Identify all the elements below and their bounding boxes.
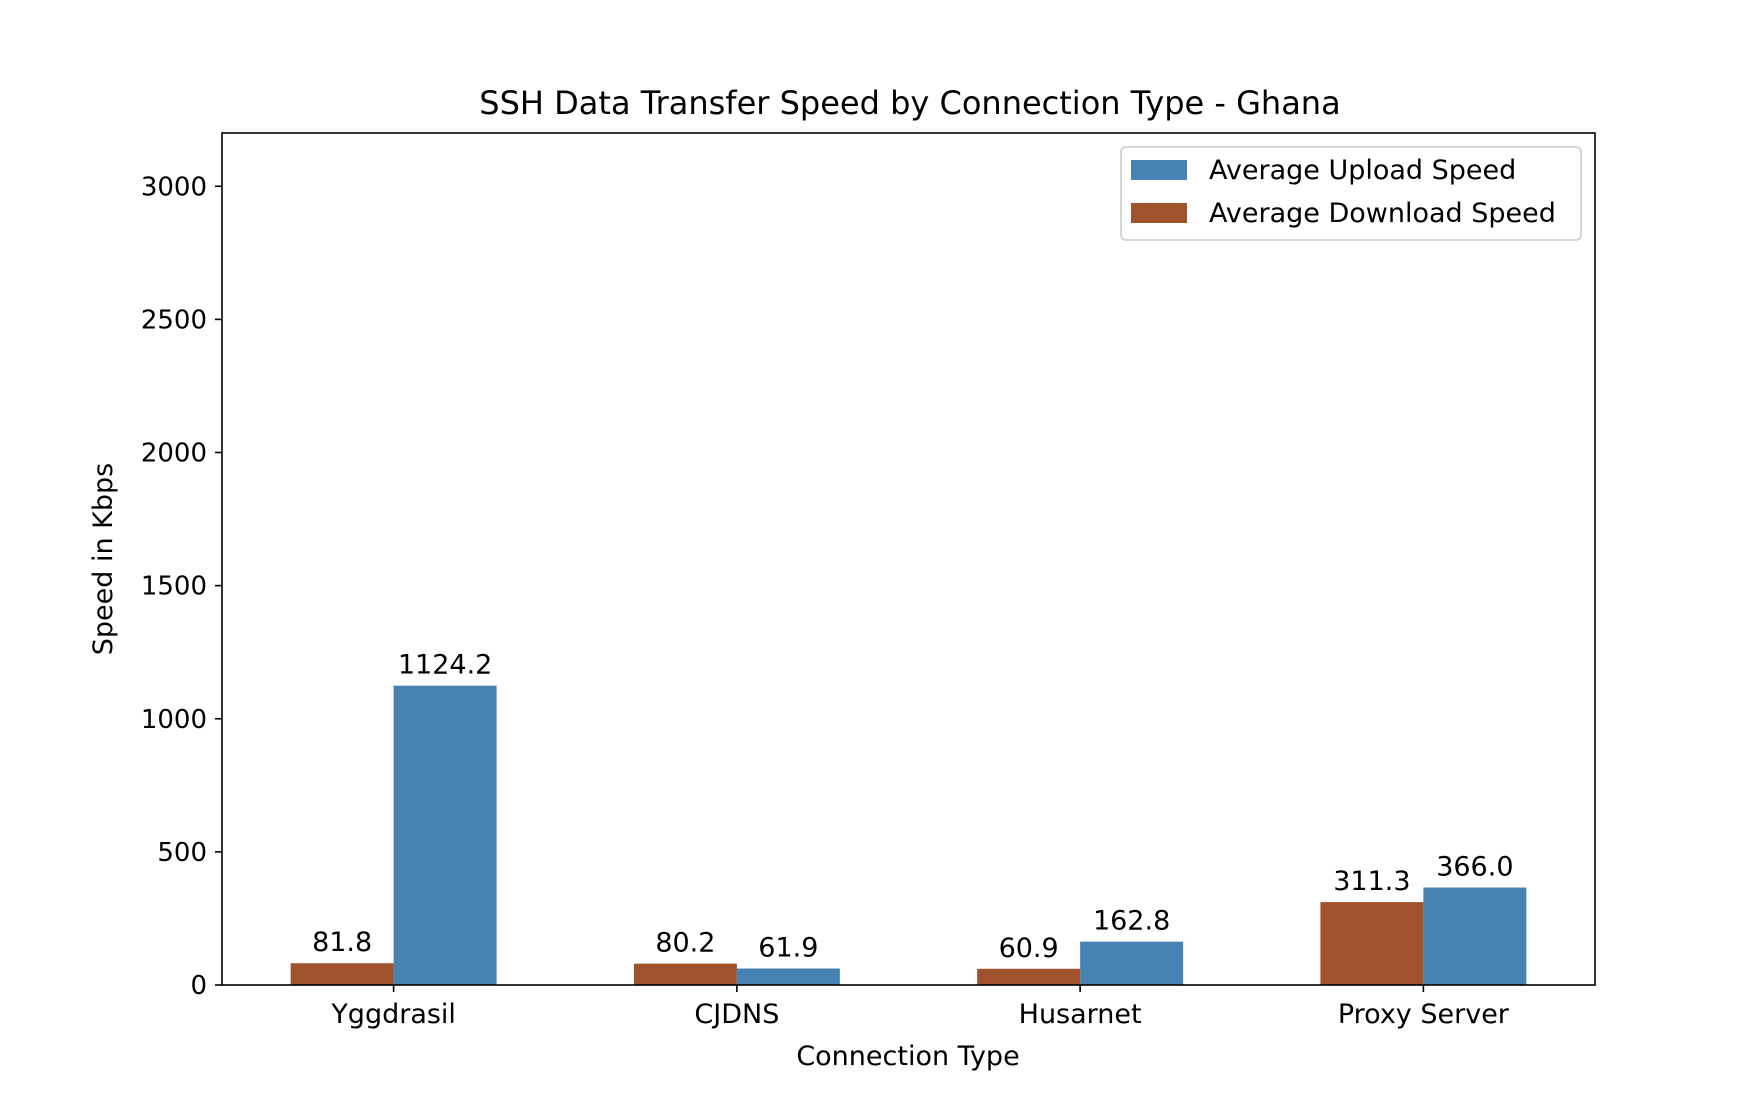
- y-axis-label: Speed in Kbps: [88, 463, 119, 655]
- x-tick-label: CJDNS: [694, 999, 779, 1030]
- data-label: 162.8: [1093, 906, 1170, 937]
- x-axis-label: Connection Type: [796, 1041, 1019, 1072]
- data-label: 60.9: [999, 933, 1059, 964]
- data-label: 61.9: [758, 933, 818, 964]
- bar-upload-0: [393, 685, 497, 985]
- data-label: 366.0: [1436, 852, 1513, 883]
- data-label: 81.8: [312, 927, 372, 958]
- y-tick-label: 2500: [141, 305, 207, 335]
- plot-area-frame: [221, 132, 1596, 986]
- data-label: 311.3: [1333, 866, 1410, 897]
- data-labels: 81.8 80.2 60.9 311.3 1124.2 61.9 162.8 366.0: [312, 650, 1513, 964]
- legend-entries: Average Upload Speed Average Download Spe…: [1131, 155, 1556, 229]
- legend-label: Average Upload Speed: [1209, 155, 1516, 186]
- x-tick-label: Yggdrasil: [330, 999, 456, 1030]
- bar-upload-2: [1080, 941, 1184, 985]
- bar-download-1: [633, 963, 737, 985]
- y-tick-label: 0: [190, 971, 207, 1001]
- x-axis-ticks: Yggdrasil CJDNS Husarnet Proxy Server: [330, 985, 1510, 1030]
- bar-upload-1: [736, 968, 840, 985]
- legend-box: [1120, 146, 1582, 241]
- bars: [290, 685, 1527, 985]
- data-label: 1124.2: [398, 650, 492, 681]
- legend-swatch: [1131, 160, 1187, 180]
- y-tick-label: 1000: [141, 705, 207, 735]
- y-tick-label: 1500: [141, 572, 207, 602]
- bar-download-2: [977, 968, 1081, 985]
- y-tick-label: 3000: [141, 172, 207, 202]
- y-axis-ticks: 0 500 1000 1500 2000 2500 3000: [141, 172, 222, 1001]
- bar-download-3: [1320, 902, 1424, 985]
- x-tick-label: Proxy Server: [1338, 999, 1510, 1030]
- legend-swatch: [1131, 203, 1187, 223]
- legend: Average Upload Speed Average Download Spe…: [1120, 146, 1582, 241]
- bar-download-0: [290, 963, 394, 985]
- legend-label: Average Download Speed: [1209, 198, 1556, 229]
- y-tick-label: 2000: [141, 439, 207, 469]
- bar-upload-3: [1423, 887, 1527, 985]
- data-label: 80.2: [655, 928, 715, 959]
- y-tick-label: 500: [157, 838, 207, 868]
- chart-title: SSH Data Transfer Speed by Connection Ty…: [479, 84, 1340, 122]
- x-tick-label: Husarnet: [1019, 999, 1142, 1030]
